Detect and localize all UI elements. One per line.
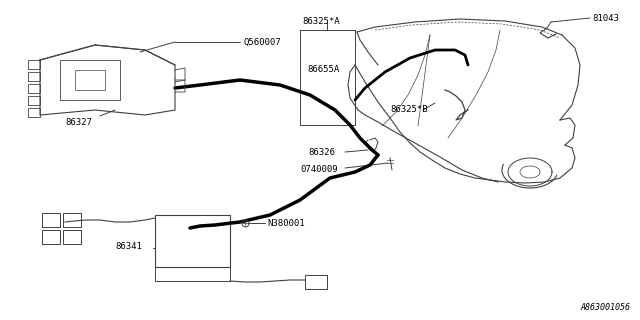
Bar — [60, 60, 120, 100]
Bar — [42, 213, 60, 227]
Bar — [75, 70, 105, 90]
Text: 86325*A: 86325*A — [302, 17, 340, 26]
Bar — [63, 230, 81, 244]
Bar — [42, 230, 60, 244]
Bar — [28, 60, 40, 69]
Bar — [28, 72, 40, 81]
Bar — [305, 275, 327, 289]
Bar — [28, 96, 40, 105]
Text: 86325*B: 86325*B — [390, 105, 428, 114]
Bar — [300, 30, 355, 125]
Bar — [28, 108, 40, 117]
Text: 86327: 86327 — [65, 118, 92, 127]
Text: Q560007: Q560007 — [243, 38, 280, 47]
Bar — [63, 213, 81, 227]
Bar — [28, 84, 40, 93]
Text: 81043: 81043 — [592, 14, 619, 23]
Text: 0740009: 0740009 — [300, 165, 338, 174]
Text: N380001: N380001 — [267, 219, 305, 228]
Bar — [155, 267, 230, 281]
Text: 86326: 86326 — [308, 148, 335, 157]
Text: 86655A: 86655A — [307, 65, 339, 74]
Bar — [155, 215, 230, 267]
Text: 86341: 86341 — [115, 242, 142, 251]
Text: A863001056: A863001056 — [580, 303, 630, 312]
